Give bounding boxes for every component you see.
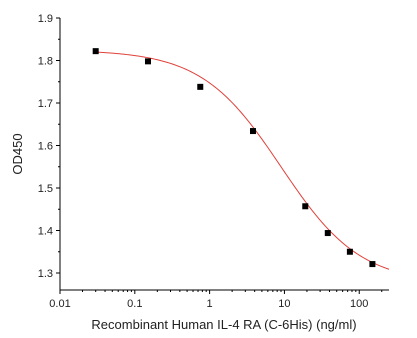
y-tick-label: 1.4 xyxy=(38,226,53,238)
y-tick-label: 1.8 xyxy=(38,56,53,68)
data-point xyxy=(302,203,309,210)
fit-curve xyxy=(95,51,390,270)
y-tick-label: 1.7 xyxy=(38,98,53,110)
y-axis-title: OD450 xyxy=(10,133,25,174)
y-axis-ticks: 1.3 1.4 1.5 1.6 1.7 1.8 1.9 xyxy=(38,13,60,280)
data-points xyxy=(92,48,376,268)
x-tick-label: 1 xyxy=(207,298,213,310)
fit-curve-group xyxy=(95,51,390,270)
x-tick-label: 100 xyxy=(350,298,368,310)
plot-area xyxy=(59,18,389,291)
y-tick-label: 1.6 xyxy=(38,141,53,153)
data-point xyxy=(144,58,151,65)
y-tick-label: 1.5 xyxy=(38,183,53,195)
data-point xyxy=(369,261,376,268)
y-tick-label: 1.3 xyxy=(38,268,53,280)
x-tick-label: 0.1 xyxy=(127,298,142,310)
x-tick-label: 10 xyxy=(278,298,290,310)
x-axis-ticks: 0.01 0.1 1 10 100 xyxy=(49,290,383,310)
x-tick-label: 0.01 xyxy=(49,298,70,310)
data-point xyxy=(346,248,353,255)
data-point xyxy=(92,48,99,55)
data-point xyxy=(324,230,331,237)
data-point xyxy=(249,128,256,135)
data-point xyxy=(197,83,204,90)
y-tick-label: 1.9 xyxy=(38,13,53,25)
x-axis-title: Recombinant Human IL-4 RA (C-6His) (ng/m… xyxy=(91,317,356,332)
